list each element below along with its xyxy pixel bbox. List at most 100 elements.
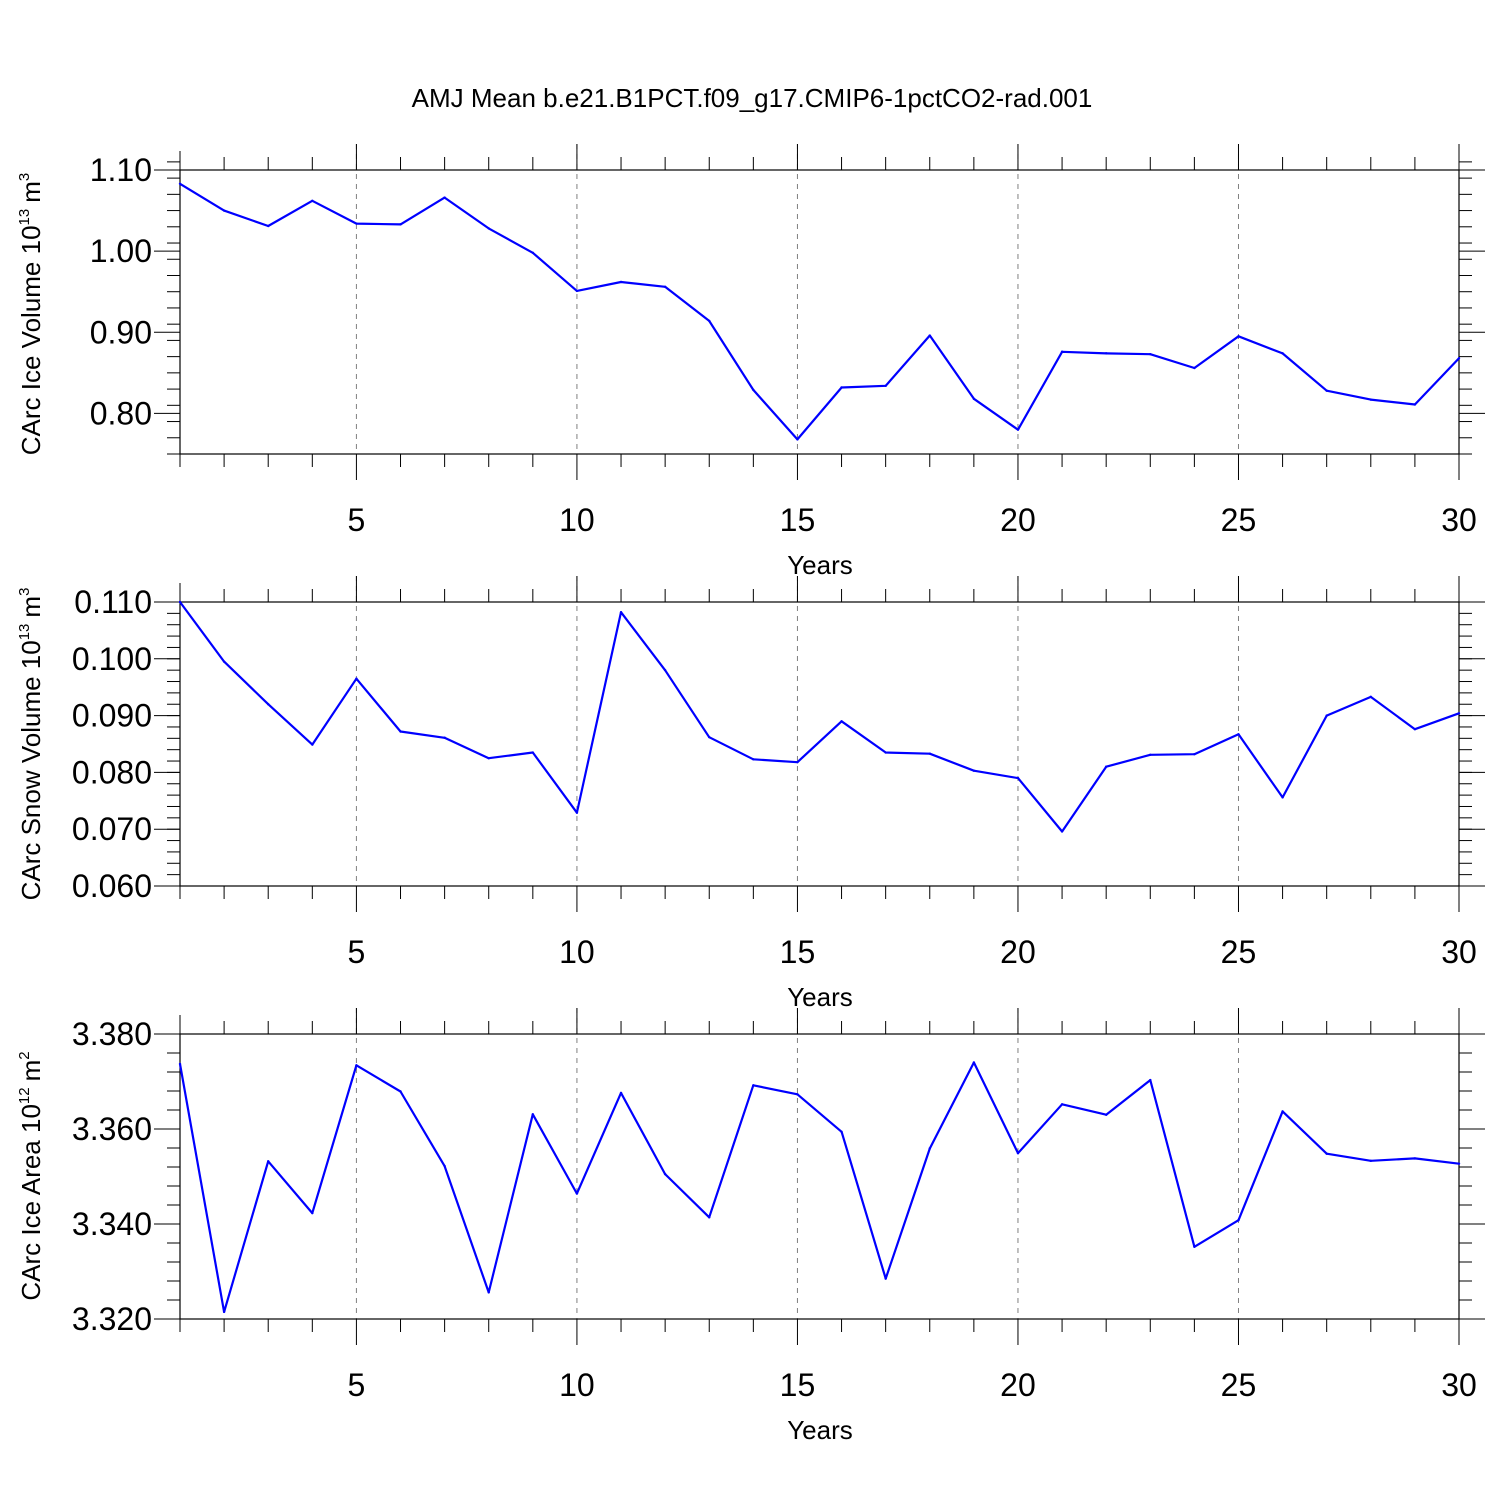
- y-tick-label: 1.00: [90, 233, 152, 269]
- data-point: [267, 703, 270, 706]
- data-point: [1237, 335, 1240, 338]
- x-tick-label: 25: [1221, 1367, 1257, 1403]
- x-tick-label: 20: [1000, 1367, 1036, 1403]
- y-axis-label-text: CArc Ice Area 10: [16, 1104, 46, 1301]
- y-tick-label: 0.060: [72, 868, 152, 904]
- data-point: [178, 1062, 182, 1066]
- data-point: [619, 1091, 623, 1095]
- y-tick-label: 0.090: [72, 698, 152, 734]
- data-point: [443, 1164, 446, 1168]
- y-tick-label: 1.10: [90, 152, 152, 188]
- data-point: [1060, 830, 1064, 833]
- data-point: [531, 251, 535, 254]
- data-point: [399, 223, 402, 226]
- data-point: [1369, 398, 1372, 401]
- data-point: [1413, 728, 1417, 731]
- data-point: [178, 600, 182, 604]
- data-point: [1325, 1152, 1328, 1155]
- data-point: [222, 1310, 226, 1314]
- data-point: [222, 660, 226, 663]
- data-point: [531, 1113, 535, 1116]
- y-axis-label-exponent: 12: [16, 1087, 33, 1104]
- data-point: [796, 438, 799, 441]
- data-point: [663, 668, 667, 672]
- data-point: [1457, 1162, 1461, 1165]
- y-tick-label: 0.100: [72, 641, 152, 677]
- data-point: [399, 730, 402, 733]
- data-point: [1369, 1159, 1372, 1163]
- x-tick-label: 25: [1221, 934, 1257, 970]
- data-point: [1325, 389, 1328, 392]
- y-axis-label-exponent: 13: [16, 624, 33, 641]
- data-point: [267, 224, 270, 228]
- data-point: [752, 388, 755, 392]
- data-point: [752, 758, 755, 761]
- data-point: [796, 1093, 799, 1096]
- y-tick-label: 3.360: [72, 1111, 152, 1147]
- data-point: [487, 757, 490, 760]
- data-point: [1413, 403, 1417, 406]
- data-point: [355, 677, 358, 680]
- y-axis-label-unit-exponent: 3: [16, 173, 33, 181]
- data-point: [840, 386, 843, 389]
- x-tick-label: 15: [780, 502, 816, 538]
- data-point: [487, 1291, 490, 1294]
- data-point: [1457, 712, 1461, 715]
- x-tick-label: 25: [1221, 502, 1257, 538]
- y-tick-label: 0.90: [90, 314, 152, 350]
- data-point: [487, 227, 490, 230]
- x-tick-label: 10: [559, 502, 595, 538]
- data-point: [1413, 1157, 1417, 1160]
- data-point: [1281, 796, 1284, 799]
- data-point: [1149, 352, 1152, 356]
- data-point: [884, 384, 887, 388]
- data-point: [575, 1192, 579, 1195]
- y-tick-label: 0.080: [72, 754, 152, 790]
- data-point: [663, 1172, 667, 1176]
- data-point: [1016, 428, 1020, 431]
- data-point: [1237, 733, 1240, 736]
- x-tick-label: 10: [559, 934, 595, 970]
- x-tick-label: 5: [348, 934, 366, 970]
- data-point: [1281, 1110, 1284, 1113]
- data-point: [796, 760, 799, 764]
- data-point: [972, 1061, 976, 1064]
- y-tick-label: 0.110: [74, 584, 152, 620]
- data-point: [531, 751, 535, 754]
- data-point: [399, 1090, 402, 1093]
- data-point: [884, 1277, 887, 1280]
- data-point: [619, 280, 623, 284]
- x-tick-label: 30: [1441, 1367, 1477, 1403]
- data-point: [222, 209, 226, 212]
- data-point: [840, 720, 843, 723]
- x-tick-label: 20: [1000, 934, 1036, 970]
- data-point: [311, 199, 314, 203]
- data-point: [1104, 765, 1108, 768]
- data-point: [1016, 1152, 1020, 1155]
- data-point: [443, 196, 446, 199]
- x-tick-label: 15: [780, 934, 816, 970]
- data-point: [1149, 753, 1152, 756]
- chart-panel-1: 0.80 0.90 1.00 1.10 5 10 15 20 25 30 Years CArc Ice…: [16, 144, 1485, 580]
- data-point: [928, 752, 931, 755]
- y-axis-label: CArc Ice Area 1012 m2: [16, 1051, 46, 1300]
- data-point: [928, 1147, 931, 1150]
- x-axis-label: Years: [787, 1415, 853, 1445]
- plot-frame: [179, 169, 1460, 455]
- data-point: [1325, 714, 1328, 717]
- x-tick-label: 5: [348, 502, 366, 538]
- data-point: [1193, 753, 1196, 756]
- data-point: [575, 289, 579, 293]
- data-point: [355, 1064, 358, 1067]
- data-point: [311, 743, 314, 746]
- data-point: [928, 334, 931, 337]
- x-tick-label: 5: [348, 1367, 366, 1403]
- y-tick-label: 3.340: [72, 1206, 152, 1242]
- x-tick-label: 30: [1441, 502, 1477, 538]
- data-point: [1281, 352, 1284, 355]
- data-point: [1104, 1113, 1108, 1116]
- y-tick-label: 3.380: [72, 1016, 152, 1052]
- data-point: [1457, 357, 1461, 360]
- data-point: [1193, 1245, 1196, 1249]
